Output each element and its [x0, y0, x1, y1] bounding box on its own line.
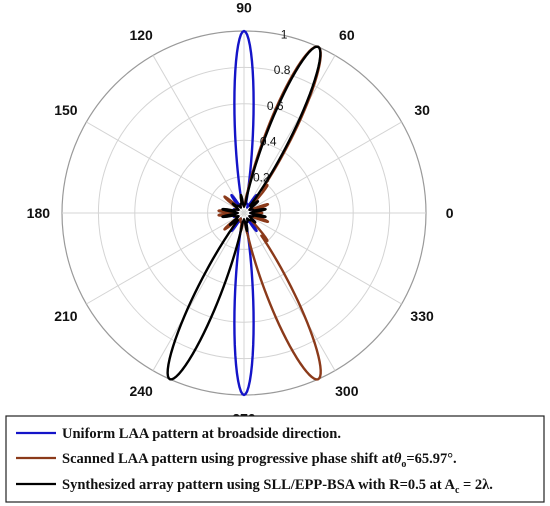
- angle-tick-label: 330: [410, 308, 434, 324]
- angle-tick-label: 150: [54, 102, 78, 118]
- angle-tick-label: 90: [236, 0, 252, 15]
- radius-tick-label: 0.2: [253, 170, 270, 184]
- angle-tick-label: 180: [27, 205, 51, 221]
- radius-tick-label: 0.8: [274, 63, 291, 77]
- legend-theta-symbol: θ: [394, 451, 402, 467]
- legend-box: [5, 415, 545, 503]
- radius-tick-label: 0.4: [260, 135, 277, 149]
- grid-spoke: [243, 55, 336, 214]
- angle-tick-label: 300: [335, 383, 359, 399]
- svg-text:Synthesized array pattern usin: Synthesized array pattern using SLL/EPP-…: [62, 477, 493, 496]
- legend-label-uniform: Uniform LAA pattern at broadside directi…: [62, 426, 341, 442]
- grid-spoke: [152, 212, 245, 371]
- radius-tick-labels: 0.2 0.4 0.6 0.8 1: [253, 27, 291, 184]
- grid-spoke: [86, 212, 245, 305]
- legend-theta-subscript: o: [401, 459, 406, 470]
- angle-tick-label: 0: [446, 205, 454, 221]
- grid-spoke: [86, 121, 245, 214]
- angle-tick-label: 30: [414, 102, 430, 118]
- angle-tick-label: 210: [54, 308, 78, 324]
- legend-entry-scanned: Scanned LAA pattern using progressive ph…: [16, 451, 457, 470]
- svg-text:Uniform LAA pattern at broadsi: Uniform LAA pattern at broadside directi…: [62, 426, 341, 442]
- grid-spoke: [243, 212, 402, 305]
- polar-grid: [61, 30, 427, 396]
- grid-spoke: [243, 212, 336, 371]
- angle-tick-label: 120: [129, 27, 153, 43]
- series-group: [166, 29, 322, 397]
- grid-spoke: [152, 55, 245, 214]
- legend-ac-subscript: c: [455, 485, 460, 496]
- angle-tick-label: 240: [129, 383, 153, 399]
- legend-entry-synthesized: Synthesized array pattern using SLL/EPP-…: [16, 477, 493, 496]
- series-line-synthesized: [166, 45, 322, 381]
- radius-tick-label: 0.6: [267, 99, 284, 113]
- legend: Uniform LAA pattern at broadside directi…: [5, 415, 545, 503]
- grid-spoke: [243, 121, 402, 214]
- svg-text:Scanned LAA pattern using prog: Scanned LAA pattern using progressive ph…: [62, 451, 457, 470]
- legend-label-scanned: Scanned LAA pattern using progressive ph…: [62, 451, 394, 467]
- legend-entry-uniform: Uniform LAA pattern at broadside directi…: [16, 426, 341, 442]
- radius-tick-label: 1: [281, 27, 288, 41]
- legend-label-synthesized: Synthesized array pattern using SLL/EPP-…: [62, 477, 455, 493]
- angle-tick-label: 60: [339, 27, 355, 43]
- legend-ac-value: = 2λ.: [459, 477, 493, 493]
- legend-scan-angle: =65.97°.: [406, 451, 456, 467]
